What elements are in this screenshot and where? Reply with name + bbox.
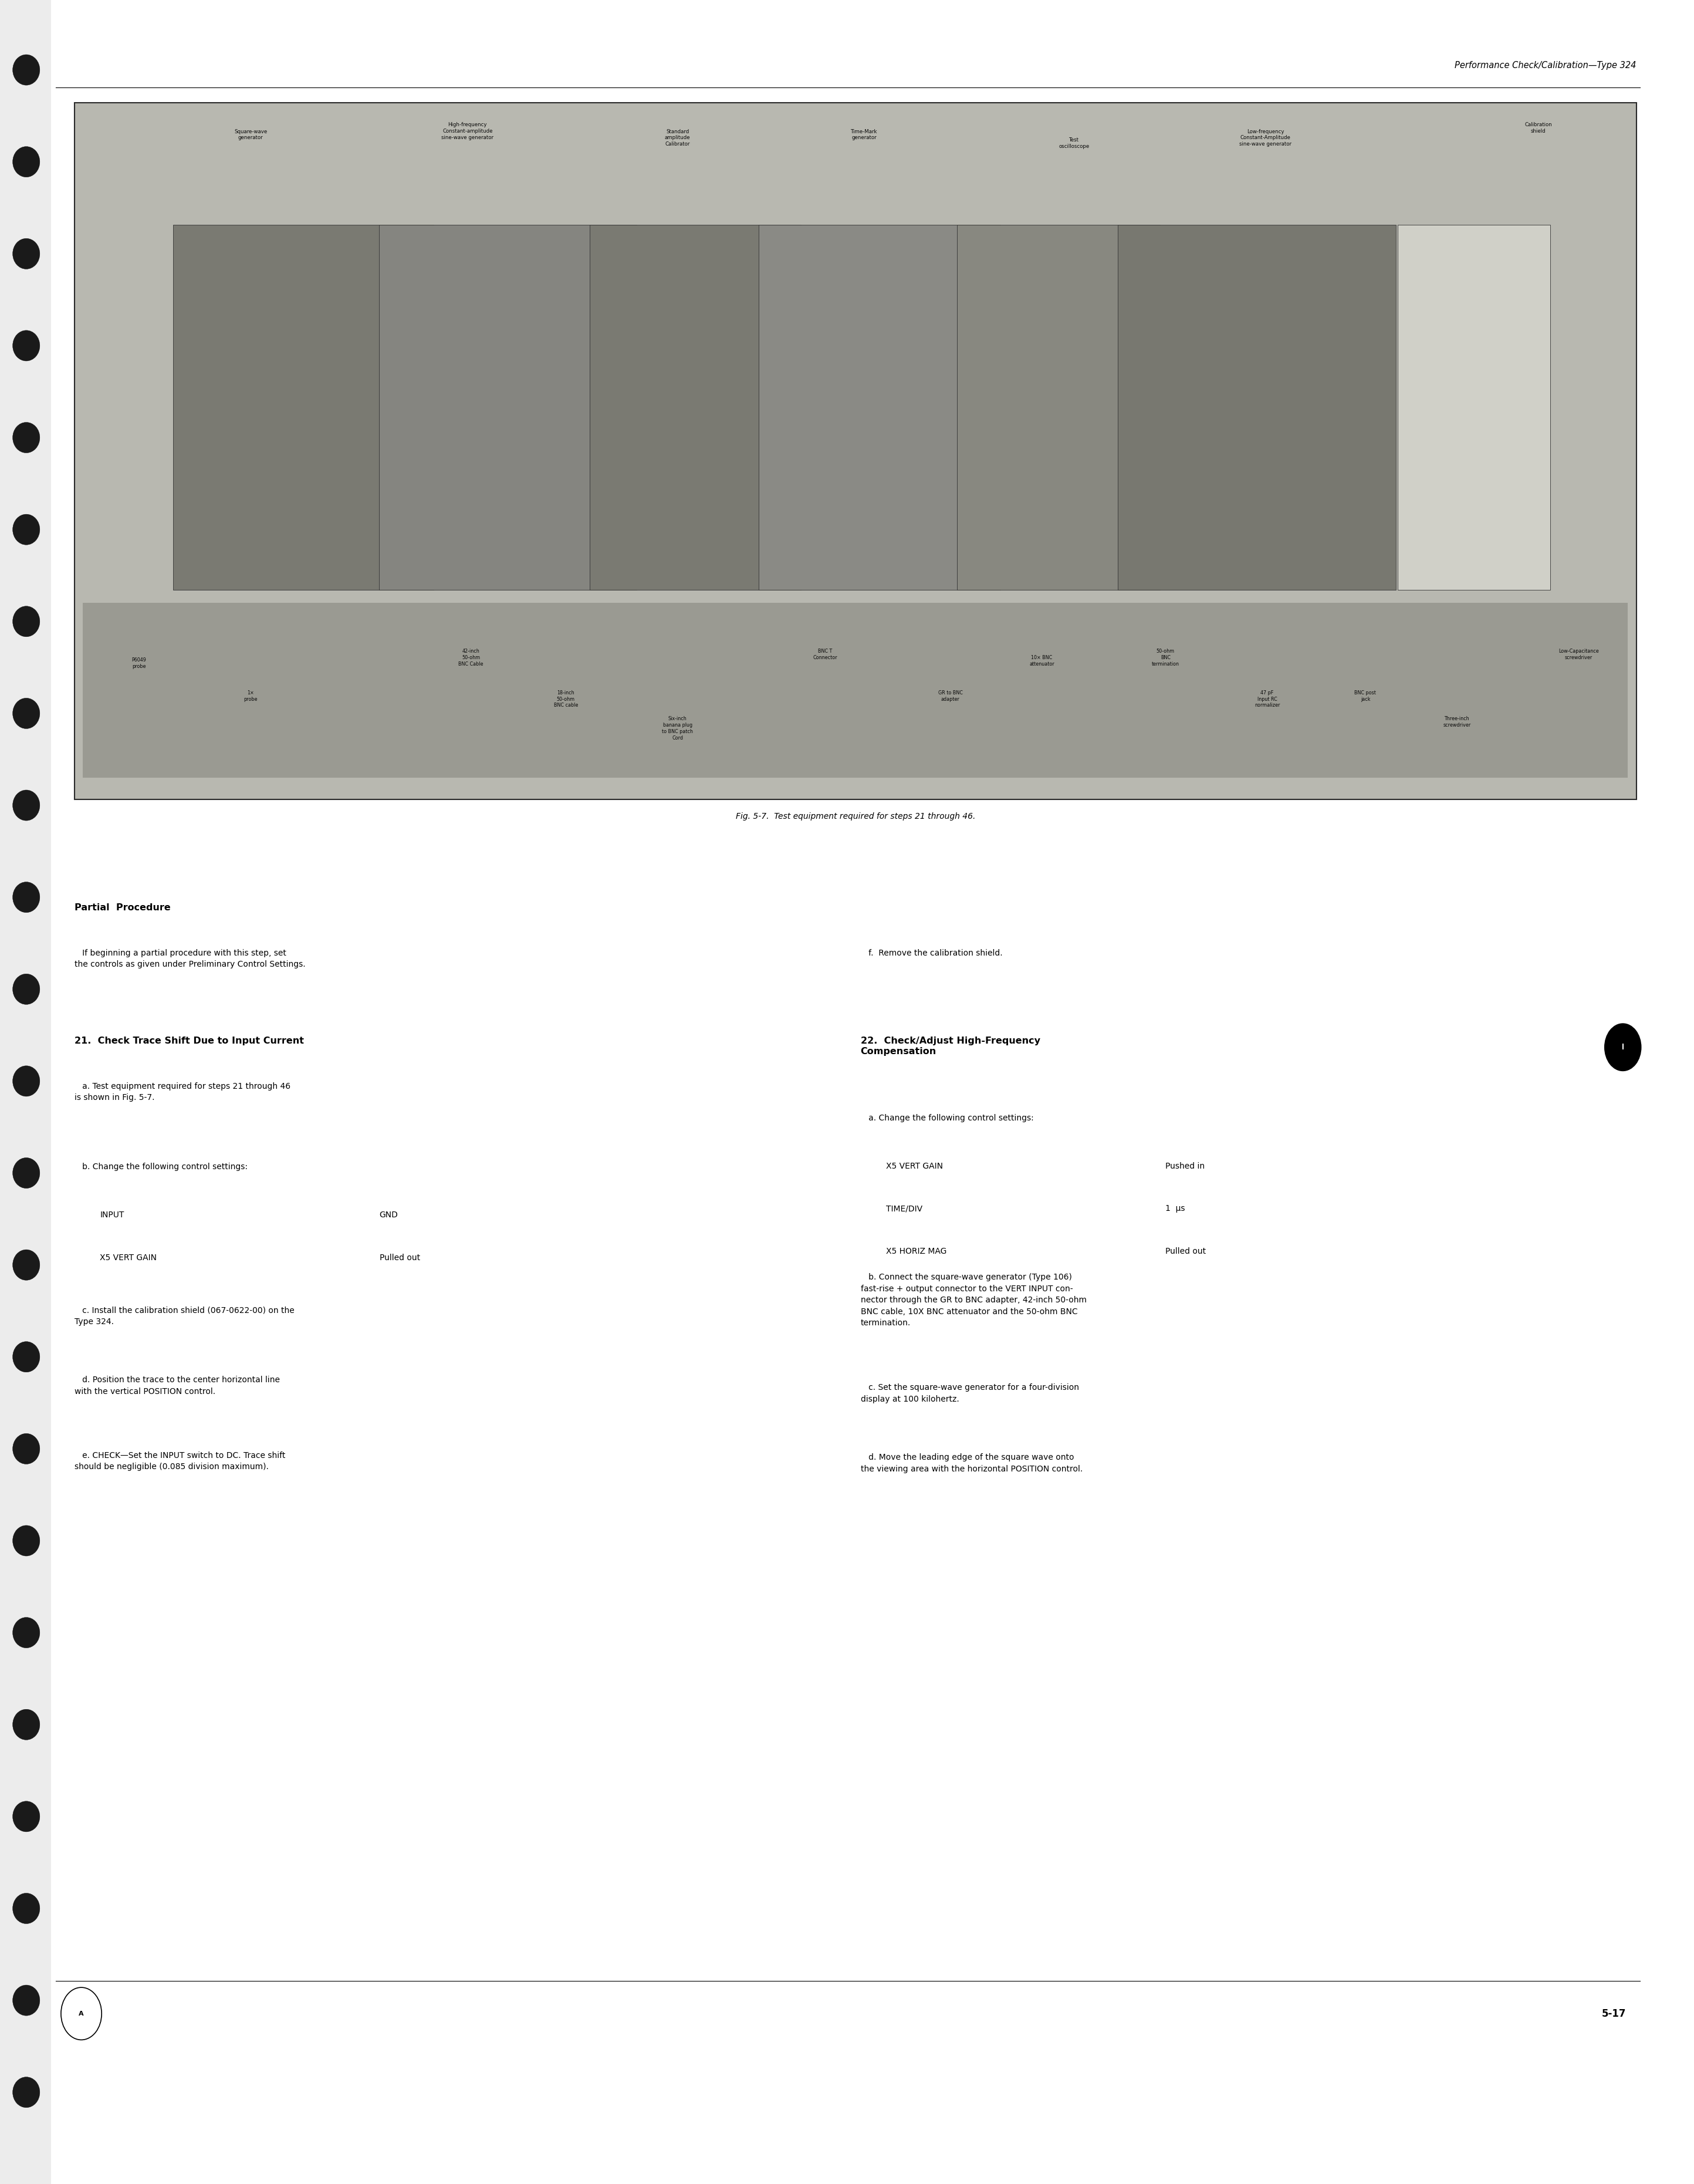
Bar bbox=[590, 225, 801, 590]
Ellipse shape bbox=[14, 607, 41, 638]
Circle shape bbox=[1604, 1022, 1641, 1072]
Text: Calibration
shield: Calibration shield bbox=[1525, 122, 1552, 133]
Bar bbox=[759, 225, 1001, 590]
Text: 50-ohm
BNC
termination: 50-ohm BNC termination bbox=[1152, 649, 1179, 666]
Ellipse shape bbox=[14, 146, 41, 177]
Ellipse shape bbox=[14, 1618, 41, 1649]
Ellipse shape bbox=[14, 55, 41, 85]
Text: 21.  Check Trace Shift Due to Input Current: 21. Check Trace Shift Due to Input Curre… bbox=[75, 1037, 303, 1046]
Text: 10× BNC
attenuator: 10× BNC attenuator bbox=[1030, 655, 1054, 666]
Text: b. Connect the square-wave generator (Type 106)
fast-rise + output connector to : b. Connect the square-wave generator (Ty… bbox=[861, 1273, 1086, 1328]
Text: 18-inch
50-ohm
BNC cable: 18-inch 50-ohm BNC cable bbox=[554, 690, 578, 708]
Text: 5-17: 5-17 bbox=[1603, 2009, 1626, 2018]
Ellipse shape bbox=[14, 791, 41, 821]
Text: c. Install the calibration shield (067-0622-00) on the
Type 324.: c. Install the calibration shield (067-0… bbox=[75, 1306, 295, 1326]
Text: e. CHECK—Set the INPUT switch to DC. Trace shift
should be negligible (0.085 div: e. CHECK—Set the INPUT switch to DC. Tra… bbox=[75, 1452, 285, 1472]
Ellipse shape bbox=[14, 1158, 41, 1188]
Text: Three-inch
screwdriver: Three-inch screwdriver bbox=[1443, 716, 1470, 727]
Text: c. Set the square-wave generator for a four-division
display at 100 kilohertz.: c. Set the square-wave generator for a f… bbox=[861, 1385, 1079, 1404]
Text: Time-Mark
generator: Time-Mark generator bbox=[850, 129, 877, 140]
Text: BNC post
jack: BNC post jack bbox=[1355, 690, 1376, 701]
Text: Low-Capacitance
screwdriver: Low-Capacitance screwdriver bbox=[1558, 649, 1599, 660]
Text: d. Position the trace to the center horizontal line
with the vertical POSITION c: d. Position the trace to the center hori… bbox=[75, 1376, 280, 1396]
Ellipse shape bbox=[14, 1802, 41, 1832]
Text: d. Move the leading edge of the square wave onto
the viewing area with the horiz: d. Move the leading edge of the square w… bbox=[861, 1455, 1082, 1474]
Text: 1×
probe: 1× probe bbox=[244, 690, 257, 701]
Bar bbox=[957, 225, 1160, 590]
Text: Standard
amplitude
Calibrator: Standard amplitude Calibrator bbox=[664, 129, 691, 146]
Ellipse shape bbox=[14, 422, 41, 452]
Text: Pulled out: Pulled out bbox=[1165, 1247, 1206, 1256]
Ellipse shape bbox=[14, 2077, 41, 2108]
Ellipse shape bbox=[14, 1894, 41, 1924]
Text: A: A bbox=[80, 2011, 83, 2016]
Text: Partial  Procedure: Partial Procedure bbox=[75, 904, 171, 913]
Text: a. Change the following control settings:: a. Change the following control settings… bbox=[861, 1114, 1033, 1123]
Ellipse shape bbox=[14, 1710, 41, 1741]
Ellipse shape bbox=[14, 1066, 41, 1096]
Ellipse shape bbox=[14, 513, 41, 544]
Bar bbox=[75, 103, 1636, 799]
Text: TIME/DIV: TIME/DIV bbox=[886, 1206, 923, 1212]
Ellipse shape bbox=[14, 1433, 41, 1463]
Text: Pushed in: Pushed in bbox=[1165, 1162, 1204, 1171]
Text: GR to BNC
adapter: GR to BNC adapter bbox=[938, 690, 962, 701]
Text: BNC T
Connector: BNC T Connector bbox=[813, 649, 837, 660]
Ellipse shape bbox=[14, 1524, 41, 1555]
Text: X5 HORIZ MAG: X5 HORIZ MAG bbox=[886, 1247, 947, 1256]
Text: GND: GND bbox=[379, 1210, 398, 1219]
Text: l: l bbox=[1621, 1044, 1625, 1051]
Text: Performance Check/Calibration—Type 324: Performance Check/Calibration—Type 324 bbox=[1455, 61, 1636, 70]
Text: 1  μs: 1 μs bbox=[1165, 1206, 1186, 1212]
Ellipse shape bbox=[14, 1985, 41, 2016]
Ellipse shape bbox=[14, 238, 41, 269]
Ellipse shape bbox=[14, 974, 41, 1005]
Text: High-frequency
Constant-amplitude
sine-wave generator: High-frequency Constant-amplitude sine-w… bbox=[442, 122, 493, 140]
Text: b. Change the following control settings:: b. Change the following control settings… bbox=[75, 1162, 247, 1171]
Text: 47 pF
Input RC
normalizer: 47 pF Input RC normalizer bbox=[1254, 690, 1281, 708]
Text: Fig. 5-7.  Test equipment required for steps 21 through 46.: Fig. 5-7. Test equipment required for st… bbox=[735, 812, 976, 821]
Text: 42-inch
50-ohm
BNC Cable: 42-inch 50-ohm BNC Cable bbox=[459, 649, 483, 666]
Text: Six-inch
banana plug
to BNC patch
Cord: Six-inch banana plug to BNC patch Cord bbox=[662, 716, 693, 740]
Text: INPUT: INPUT bbox=[100, 1210, 124, 1219]
Text: a. Test equipment required for steps 21 through 46
is shown in Fig. 5-7.: a. Test equipment required for steps 21 … bbox=[75, 1083, 291, 1103]
Text: Low-frequency
Constant-Amplitude
sine-wave generator: Low-frequency Constant-Amplitude sine-wa… bbox=[1240, 129, 1291, 146]
Ellipse shape bbox=[14, 882, 41, 913]
Text: Pulled out: Pulled out bbox=[379, 1254, 420, 1262]
Text: X5 VERT GAIN: X5 VERT GAIN bbox=[886, 1162, 944, 1171]
Ellipse shape bbox=[14, 330, 41, 360]
Text: If beginning a partial procedure with this step, set
the controls as given under: If beginning a partial procedure with th… bbox=[75, 948, 305, 970]
Bar bbox=[379, 225, 637, 590]
Bar bbox=[0, 0, 51, 2184]
Text: f.  Remove the calibration shield.: f. Remove the calibration shield. bbox=[861, 948, 1003, 957]
Ellipse shape bbox=[14, 1249, 41, 1280]
Bar bbox=[1398, 225, 1550, 590]
Ellipse shape bbox=[14, 1341, 41, 1372]
Bar bbox=[1118, 225, 1396, 590]
Text: Square-wave
generator: Square-wave generator bbox=[234, 129, 268, 140]
Text: Test
oscilloscope: Test oscilloscope bbox=[1059, 138, 1089, 149]
Ellipse shape bbox=[14, 699, 41, 729]
Text: P6049
probe: P6049 probe bbox=[132, 657, 146, 668]
Bar bbox=[83, 603, 1628, 778]
Text: X5 VERT GAIN: X5 VERT GAIN bbox=[100, 1254, 158, 1262]
Text: 22.  Check/Adjust High-Frequency
Compensation: 22. Check/Adjust High-Frequency Compensa… bbox=[861, 1037, 1040, 1057]
Bar bbox=[173, 225, 434, 590]
